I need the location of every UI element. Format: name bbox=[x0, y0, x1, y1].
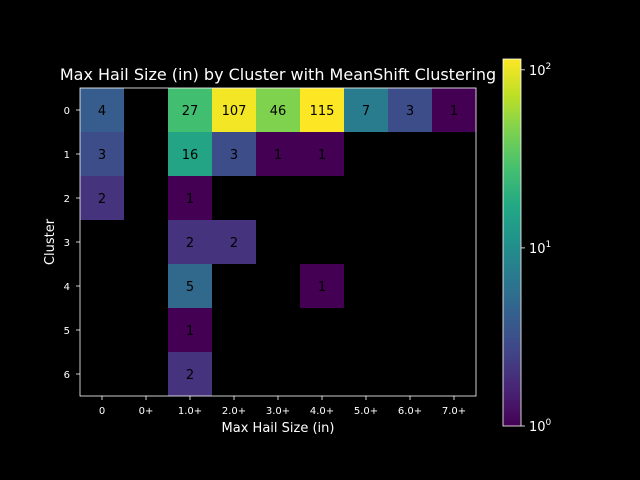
y-tick-label: 6 bbox=[64, 370, 70, 381]
heatmap-cell bbox=[212, 132, 256, 176]
cell-value-label: 46 bbox=[270, 104, 287, 119]
x-tick-label: 2.0+ bbox=[222, 406, 246, 417]
x-tick-label: 1.0+ bbox=[178, 406, 202, 417]
heatmap-cell bbox=[344, 88, 388, 132]
cell-labels: 4 27 107 46 115 7 3 1 3 16 3 1 1 2 1 2 2 5 1 1 2 bbox=[98, 104, 458, 383]
cell-value-label: 1 bbox=[450, 104, 458, 119]
x-tick-label: 6.0+ bbox=[398, 406, 422, 417]
x-tick-label: 3.0+ bbox=[266, 406, 290, 417]
heatmap-cell bbox=[300, 88, 344, 132]
heatmap-cell bbox=[168, 88, 212, 132]
cell-value-label: 2 bbox=[186, 368, 194, 383]
cell-value-label: 3 bbox=[406, 104, 414, 119]
cell-value-label: 1 bbox=[274, 148, 282, 163]
heatmap-cell bbox=[256, 88, 300, 132]
chart-title: Max Hail Size (in) by Cluster with MeanS… bbox=[60, 65, 496, 84]
cell-value-label: 4 bbox=[98, 104, 106, 119]
heatmap-cell bbox=[168, 308, 212, 352]
heatmap-cell bbox=[168, 176, 212, 220]
heatmap-cell bbox=[212, 220, 256, 264]
heatmap-cell bbox=[168, 264, 212, 308]
heatmap-cell bbox=[212, 88, 256, 132]
cell-value-label: 1 bbox=[186, 192, 194, 207]
cell-value-label: 115 bbox=[310, 104, 335, 119]
cell-value-label: 27 bbox=[182, 104, 199, 119]
y-axis-ticks: 0 1 2 3 4 5 6 bbox=[64, 106, 80, 381]
cell-value-label: 3 bbox=[98, 148, 106, 163]
cell-value-label: 1 bbox=[318, 148, 326, 163]
cell-value-label: 2 bbox=[186, 236, 194, 251]
colorbar-tick-label: 101 bbox=[529, 240, 551, 257]
heatmap-cell bbox=[168, 352, 212, 396]
heatmap-cell bbox=[168, 220, 212, 264]
colorbar: 100 101 102 bbox=[502, 58, 552, 435]
colorbar-gradient bbox=[502, 58, 522, 427]
heatmap-cell bbox=[300, 264, 344, 308]
cell-value-label: 2 bbox=[230, 236, 238, 251]
cell-value-label: 7 bbox=[362, 104, 370, 119]
heatmap-cell bbox=[80, 176, 124, 220]
x-tick-label: 0 bbox=[99, 406, 105, 417]
x-axis-label: Max Hail Size (in) bbox=[222, 421, 335, 436]
x-tick-label: 4.0+ bbox=[310, 406, 334, 417]
y-tick-label: 3 bbox=[64, 238, 70, 249]
heatmap-cells bbox=[80, 88, 476, 396]
y-tick-label: 1 bbox=[64, 150, 70, 161]
x-tick-label: 5.0+ bbox=[354, 406, 378, 417]
cell-value-label: 3 bbox=[230, 148, 238, 163]
x-axis-ticks: 0 0+ 1.0+ 2.0+ 3.0+ 4.0+ 5.0+ 6.0+ 7.0+ bbox=[99, 396, 466, 417]
heatmap-cell bbox=[300, 132, 344, 176]
cell-value-label: 1 bbox=[318, 280, 326, 295]
cell-value-label: 5 bbox=[186, 280, 194, 295]
heatmap-cell bbox=[80, 132, 124, 176]
y-tick-label: 4 bbox=[64, 282, 70, 293]
y-tick-label: 5 bbox=[64, 326, 70, 337]
cell-value-label: 2 bbox=[98, 192, 106, 207]
cell-value-label: 107 bbox=[222, 104, 247, 119]
y-tick-label: 0 bbox=[64, 106, 70, 117]
colorbar-tick-label: 102 bbox=[529, 62, 551, 79]
heatmap-cell bbox=[432, 88, 476, 132]
y-axis-label: Cluster bbox=[43, 218, 58, 265]
y-tick-label: 2 bbox=[64, 194, 70, 205]
heatmap-cell bbox=[80, 88, 124, 132]
cell-value-label: 16 bbox=[182, 148, 199, 163]
colorbar-tick-label: 100 bbox=[529, 418, 552, 435]
x-tick-label: 7.0+ bbox=[442, 406, 466, 417]
heatmap-cell bbox=[168, 132, 212, 176]
x-tick-label: 0+ bbox=[139, 406, 154, 417]
heatmap-cell bbox=[256, 132, 300, 176]
cell-value-label: 1 bbox=[186, 324, 194, 339]
heatmap-cell bbox=[388, 88, 432, 132]
